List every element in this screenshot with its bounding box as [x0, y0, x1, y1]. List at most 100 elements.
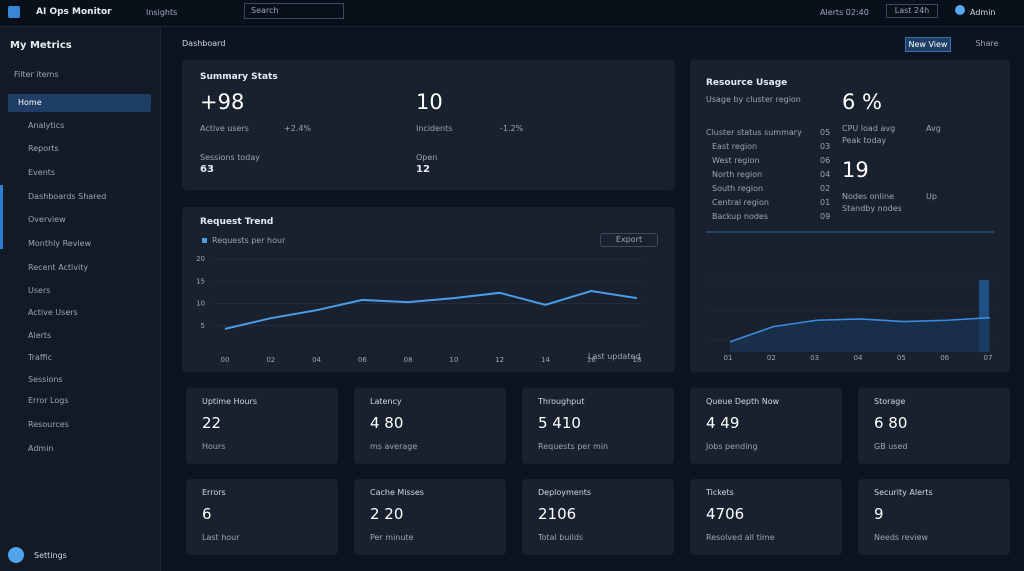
card-value: 4706 — [706, 505, 745, 523]
card-sub: Last hour — [202, 533, 240, 542]
area-line — [729, 316, 991, 343]
header-button[interactable]: New View — [905, 37, 951, 52]
list-item: West region — [712, 156, 760, 165]
sidebar-item[interactable]: Monthly Review — [28, 239, 92, 248]
x-tick-label: 04 — [312, 356, 321, 364]
x-tick-label: 10 — [449, 356, 458, 364]
list-item: Cluster status summary — [706, 128, 802, 137]
list-value: 03 — [820, 142, 831, 151]
sidebar-item[interactable]: Admin — [28, 444, 54, 453]
trend-line — [224, 290, 638, 330]
sidebar-item[interactable]: Dashboards Shared — [28, 192, 107, 201]
stat-card: Queue Depth Now 4 49 Jobs pending — [690, 388, 842, 464]
card-sub: Jobs pending — [706, 442, 758, 451]
metric-sub: Standby nodes — [842, 204, 902, 213]
sidebar-item[interactable]: Reports — [28, 144, 59, 153]
filter-button[interactable]: Last 24h — [886, 4, 938, 18]
card-sub: Hours — [202, 442, 226, 451]
stat-card: Throughput 5 410 Requests per min — [522, 388, 674, 464]
stat-subvalue: 63 — [200, 164, 214, 175]
highlight — [979, 280, 989, 352]
logo — [8, 6, 20, 18]
list-value: 02 — [820, 184, 831, 193]
card-value: 6 — [202, 505, 212, 523]
x-tick-label: 12 — [495, 356, 504, 364]
card-value: 4 49 — [706, 414, 740, 432]
top-bar: AI Ops Monitor Insights Search Alerts 02:40… — [0, 0, 1024, 27]
sidebar-item[interactable]: Analytics — [28, 121, 65, 130]
card-value: 4 80 — [370, 414, 404, 432]
sidebar-footer[interactable]: Settings — [34, 551, 67, 560]
panel-title: Summary Stats — [200, 72, 278, 82]
sidebar-item[interactable]: Alerts — [28, 331, 52, 340]
nav-link[interactable]: Insights — [146, 8, 178, 17]
y-tick-label: 5 — [201, 322, 205, 330]
stat-card: Latency 4 80 ms average — [354, 388, 506, 464]
list-value: 01 — [820, 198, 831, 207]
stat-sub: Sessions today — [200, 153, 260, 162]
x-tick-label: 03 — [810, 354, 819, 362]
card-title: Latency — [370, 397, 402, 406]
stat-sub: Open — [416, 153, 438, 162]
settings-icon — [8, 547, 24, 563]
stat-label: Incidents — [416, 124, 453, 133]
list-item: South region — [712, 184, 764, 193]
sidebar-item[interactable]: Error Logs — [28, 396, 69, 405]
overview-panel: Resource Usage Usage by cluster region Clu… — [690, 60, 1010, 372]
sidebar-item[interactable]: Recent Activity — [28, 263, 89, 272]
sidebar-item[interactable]: Users — [28, 286, 51, 295]
stat-card: Deployments 2106 Total builds — [522, 479, 674, 555]
panel-title: Resource Usage — [706, 78, 788, 88]
x-tick-label: 02 — [767, 354, 776, 362]
export-button[interactable]: Export — [600, 233, 658, 247]
sidebar-title: My Metrics — [10, 40, 72, 51]
stat-subvalue: 12 — [416, 164, 430, 175]
chart-footer: Last updated — [588, 352, 641, 361]
header-button[interactable]: Share — [975, 39, 999, 48]
card-sub: GB used — [874, 442, 908, 451]
sidebar-item[interactable]: Home — [8, 94, 151, 112]
area-fill — [730, 317, 990, 352]
panel-title: Request Trend — [200, 217, 274, 227]
list-value: 05 — [820, 128, 831, 137]
card-title: Queue Depth Now — [706, 397, 780, 406]
sidebar-search[interactable]: Filter items — [14, 70, 59, 79]
sidebar-item[interactable]: Resources — [28, 420, 69, 429]
summary-panel: Summary Stats +98 Active users +2.4% Session… — [182, 60, 675, 190]
list-value: 06 — [820, 156, 831, 165]
card-sub: Total builds — [538, 533, 584, 542]
sidebar-item[interactable]: Overview — [28, 215, 66, 224]
sidebar-item[interactable]: Traffic — [28, 353, 53, 362]
metric-label: CPU load avg — [842, 124, 896, 133]
list-value: 04 — [820, 170, 831, 179]
x-tick-label: 01 — [724, 354, 733, 362]
x-tick-label: 18 — [633, 356, 642, 364]
y-tick-label: 20 — [196, 255, 205, 263]
card-title: Tickets — [706, 488, 734, 497]
sidebar-item[interactable]: Sessions — [28, 375, 63, 384]
list-item: Central region — [712, 198, 769, 207]
trend-panel: Request Trend Requests per hour Export Last… — [182, 207, 675, 372]
sidebar-item[interactable]: Active Users — [28, 308, 78, 317]
x-tick-label: 08 — [404, 356, 413, 364]
card-title: Deployments — [538, 488, 592, 497]
x-tick-label: 16 — [587, 356, 596, 364]
x-tick-label: 04 — [854, 354, 863, 362]
list-item: North region — [712, 170, 763, 179]
user[interactable]: Admin — [970, 8, 996, 17]
metric-value: 6 % — [842, 90, 882, 114]
card-title: Errors — [202, 488, 226, 497]
sidebar-item[interactable]: Events — [28, 168, 56, 177]
card-value: 9 — [874, 505, 884, 523]
search-box[interactable]: Search — [244, 3, 344, 19]
sidebar: My Metrics Filter items Home Analytics Repor… — [0, 27, 161, 571]
brand: AI Ops Monitor — [36, 7, 112, 17]
card-title: Security Alerts — [874, 488, 933, 497]
card-value: 5 410 — [538, 414, 581, 432]
line-chart: 5 10 15 20 00 02 04 06 08 10 12 14 16 18 — [196, 255, 642, 364]
stat-card: Security Alerts 9 Needs review — [858, 479, 1010, 555]
card-value: 6 80 — [874, 414, 908, 432]
stat-card: Errors 6 Last hour — [186, 479, 338, 555]
metric-side: Avg — [926, 124, 941, 133]
